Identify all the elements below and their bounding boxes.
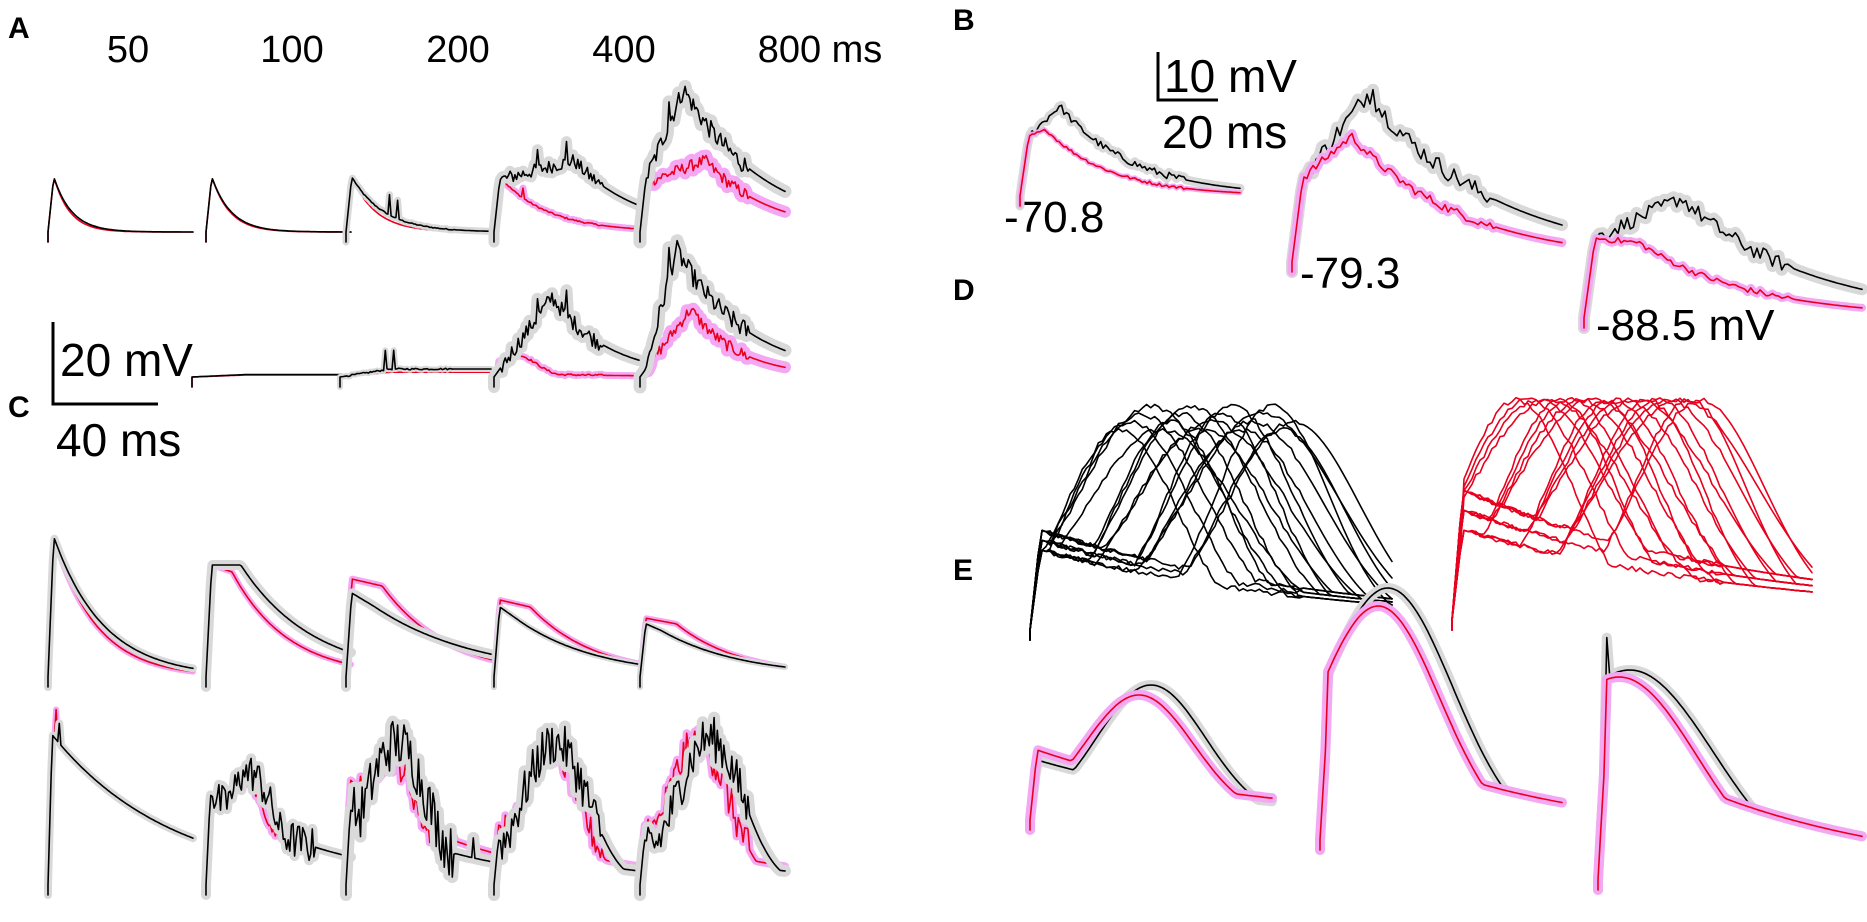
trace-line-22: [1291, 132, 1563, 273]
trace-line-40: [345, 720, 492, 896]
trace-line-70: [1451, 397, 1813, 631]
trace-line-32: [493, 606, 640, 688]
trace-line-23: [1583, 196, 1863, 329]
trace-line-30: [345, 592, 492, 688]
trace-line-20: [1019, 128, 1241, 207]
trace-band-40: [340, 715, 497, 901]
trace-line-77: [1451, 398, 1813, 631]
trace-line-21: [1291, 88, 1563, 273]
trace-line-56: [1029, 403, 1393, 641]
trace-line-28: [205, 564, 352, 688]
trace-line-8: [493, 140, 640, 243]
duration-label-50: 50: [107, 29, 149, 71]
trace-line-52: [1029, 405, 1393, 641]
trace-band-32: [491, 604, 642, 690]
trace-line-44: [639, 716, 786, 896]
scalebar-a-voltage: 20 mV: [60, 334, 193, 386]
trace-line-4: [205, 178, 352, 243]
trace-line-76: [1451, 397, 1813, 631]
trace-line-42: [493, 725, 640, 896]
panel-label-e: E: [953, 554, 973, 587]
panel-label-c: C: [8, 391, 30, 424]
trace-line-86: [1597, 676, 1863, 891]
trace-line-59: [1029, 411, 1393, 641]
trace-line-36: [47, 722, 194, 896]
trace-line-79: [1451, 398, 1813, 631]
scalebar-a: [51, 322, 158, 406]
voltage-traces: [44, 79, 1867, 901]
trace-line-2: [47, 178, 194, 243]
duration-label-800: 800 ms: [758, 29, 883, 71]
trace-line-26: [47, 538, 194, 688]
trace-line-27: [205, 564, 352, 688]
trace-line-78: [1451, 397, 1813, 631]
trace-line-62: [1029, 419, 1393, 641]
duration-label-100: 100: [260, 29, 323, 71]
trace-line-48: [1029, 403, 1393, 641]
trace-band-27: [203, 562, 354, 690]
trace-line-6: [345, 177, 492, 243]
trace-line-34: [639, 623, 786, 688]
scalebar-b: [1156, 52, 1218, 102]
panel-label-d: D: [953, 274, 975, 307]
trace-line-7: [493, 176, 640, 243]
trace-line-43: [639, 726, 786, 896]
panel-label-b: B: [953, 4, 975, 37]
trace-line-61: [1029, 427, 1393, 641]
trace-line-45: [1029, 427, 1393, 641]
trace-band-82: [1025, 690, 1277, 835]
trace-line-38: [205, 757, 352, 896]
trace-line-80: [1451, 397, 1813, 631]
trace-band-36: [44, 719, 197, 899]
trace-line-84: [1319, 605, 1563, 851]
trace-band-26: [44, 534, 197, 691]
trace-line-24: [1583, 236, 1863, 329]
trace-line-49: [1029, 428, 1393, 641]
holding-potential-2: -79.3: [1300, 249, 1400, 298]
trace-line-18: [639, 239, 786, 388]
duration-label-400: 400: [592, 29, 655, 71]
trace-line-58: [1029, 419, 1393, 641]
trace-band-7: [490, 174, 643, 246]
trace-line-19: [1019, 104, 1241, 207]
trace-line-9: [639, 154, 786, 243]
trace-line-14: [339, 349, 492, 388]
trace-line-53: [1029, 427, 1393, 641]
trace-band-30: [341, 588, 496, 692]
trace-line-12: [191, 373, 352, 388]
trace-line-57: [1029, 428, 1393, 641]
scalebar-b-voltage: 10 mV: [1164, 50, 1297, 102]
trace-band-34: [637, 621, 788, 690]
trace-line-11: [191, 374, 352, 388]
trace-band-85: [1593, 632, 1867, 895]
duration-label-200: 200: [426, 29, 489, 71]
scalebar-b-time: 20 ms: [1162, 106, 1287, 158]
trace-line-17: [639, 307, 786, 388]
trace-line-73: [1451, 397, 1813, 631]
trace-band-9: [634, 149, 791, 248]
trace-line-16: [493, 289, 640, 388]
scalebar-a-time: 40 ms: [56, 414, 181, 466]
trace-line-10: [639, 85, 786, 243]
trace-line-72: [1451, 397, 1813, 631]
panel-label-a: A: [8, 12, 30, 45]
trace-line-60: [1029, 403, 1393, 641]
trace-band-84: [1315, 601, 1567, 855]
trace-band-28: [201, 560, 356, 692]
holding-potential-3: -88.5 mV: [1596, 301, 1775, 350]
trace-line-82: [1029, 694, 1273, 831]
trace-line-75: [1451, 398, 1813, 631]
trace-line-81: [1029, 684, 1273, 831]
trace-band-6: [342, 174, 495, 246]
trace-band-21: [1286, 83, 1568, 278]
